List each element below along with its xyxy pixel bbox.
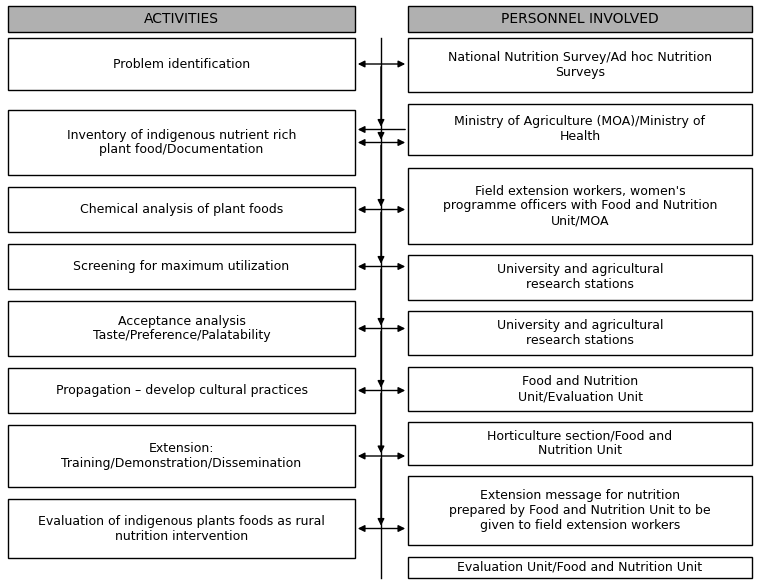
Text: Ministry of Agriculture (MOA)/Ministry of
Health: Ministry of Agriculture (MOA)/Ministry o… bbox=[454, 116, 705, 144]
Text: Acceptance analysis
Taste/Preference/Palatability: Acceptance analysis Taste/Preference/Pal… bbox=[93, 315, 271, 342]
Text: PERSONNEL INVOLVED: PERSONNEL INVOLVED bbox=[501, 12, 659, 26]
Bar bbox=[8, 499, 355, 558]
Bar bbox=[8, 110, 355, 175]
Text: Propagation – develop cultural practices: Propagation – develop cultural practices bbox=[55, 384, 308, 397]
Bar bbox=[408, 311, 752, 355]
Text: Extension:
Training/Demonstration/Dissemination: Extension: Training/Demonstration/Dissem… bbox=[62, 442, 302, 470]
Bar bbox=[408, 6, 752, 32]
Bar bbox=[408, 422, 752, 465]
Bar bbox=[8, 244, 355, 289]
Bar bbox=[8, 301, 355, 356]
Bar bbox=[408, 168, 752, 244]
Text: Evaluation of indigenous plants foods as rural
nutrition intervention: Evaluation of indigenous plants foods as… bbox=[38, 515, 325, 543]
Text: Problem identification: Problem identification bbox=[113, 57, 250, 71]
Text: University and agricultural
research stations: University and agricultural research sta… bbox=[497, 319, 663, 347]
Text: Extension message for nutrition
prepared by Food and Nutrition Unit to be
given : Extension message for nutrition prepared… bbox=[449, 489, 711, 532]
Bar bbox=[8, 6, 355, 32]
Bar bbox=[8, 187, 355, 232]
Text: Screening for maximum utilization: Screening for maximum utilization bbox=[74, 260, 290, 273]
Bar bbox=[408, 476, 752, 545]
Bar bbox=[408, 367, 752, 411]
Bar bbox=[8, 368, 355, 413]
Bar bbox=[408, 104, 752, 155]
Text: Horticulture section/Food and
Nutrition Unit: Horticulture section/Food and Nutrition … bbox=[487, 429, 673, 457]
Text: Evaluation Unit/Food and Nutrition Unit: Evaluation Unit/Food and Nutrition Unit bbox=[458, 561, 702, 574]
Bar bbox=[408, 255, 752, 300]
Text: ACTIVITIES: ACTIVITIES bbox=[144, 12, 219, 26]
Text: Field extension workers, women's
programme officers with Food and Nutrition
Unit: Field extension workers, women's program… bbox=[443, 185, 717, 228]
Bar bbox=[408, 38, 752, 92]
Text: National Nutrition Survey/Ad hoc Nutrition
Surveys: National Nutrition Survey/Ad hoc Nutriti… bbox=[448, 51, 712, 79]
Bar bbox=[8, 38, 355, 90]
Bar bbox=[408, 557, 752, 578]
Bar bbox=[8, 425, 355, 487]
Text: Inventory of indigenous nutrient rich
plant food/Documentation: Inventory of indigenous nutrient rich pl… bbox=[67, 128, 296, 157]
Text: Chemical analysis of plant foods: Chemical analysis of plant foods bbox=[80, 203, 283, 216]
Text: University and agricultural
research stations: University and agricultural research sta… bbox=[497, 263, 663, 291]
Text: Food and Nutrition
Unit/Evaluation Unit: Food and Nutrition Unit/Evaluation Unit bbox=[518, 375, 642, 403]
